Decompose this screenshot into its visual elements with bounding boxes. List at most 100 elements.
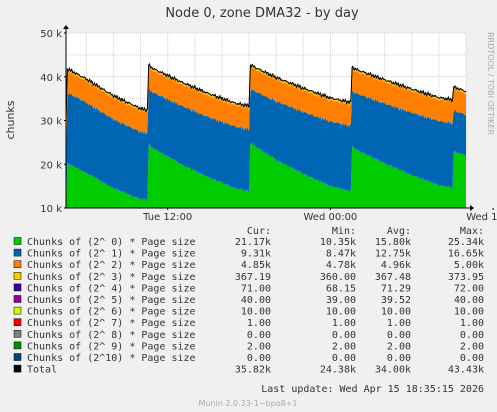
area-layer-1 <box>66 87 466 208</box>
legend-header-avg: Avg: <box>387 226 411 237</box>
legend-value-min: 2.00 <box>332 341 356 352</box>
legend-value-cur: 21.17k <box>235 237 271 248</box>
legend-value-avg: 12.75k <box>375 249 411 260</box>
legend-value-max: 10.00 <box>454 307 484 318</box>
legend-label: Chunks of (2^ 8) * Page size <box>27 330 196 341</box>
legend-label: Chunks of (2^ 3) * Page size <box>27 272 196 283</box>
legend-value-max: 16.65k <box>448 249 484 260</box>
legend-value-avg: 15.80k <box>375 237 411 248</box>
legend-label: Total <box>27 365 57 376</box>
legend-swatch <box>13 248 22 257</box>
legend-swatch <box>13 272 22 280</box>
legend-value-max: 40.00 <box>454 295 484 306</box>
legend-value-min: 0.00 <box>332 330 356 341</box>
legend-value-max: 0.00 <box>460 330 484 341</box>
legend-label: Chunks of (2^ 4) * Page size <box>27 283 196 294</box>
legend-value-cur: 0.00 <box>247 353 271 364</box>
legend-value-min: 39.00 <box>326 295 356 306</box>
legend-label: Chunks of (2^ 5) * Page size <box>27 295 196 306</box>
y-axis-label: chunks <box>4 100 17 139</box>
legend-value-min: 1.00 <box>332 318 356 329</box>
legend: Cur: Min: Avg: Max: Chunks of (2^ 0) * P… <box>13 226 484 376</box>
legend-value-max: 373.95 <box>448 272 484 283</box>
legend-swatch <box>13 306 22 315</box>
x-axis-arrow <box>470 205 474 211</box>
last-update: Last update: Wed Apr 15 18:35:15 2026 <box>261 384 484 395</box>
area-layer-0 <box>66 142 466 208</box>
legend-swatch <box>13 353 22 361</box>
legend-swatch <box>13 283 22 292</box>
legend-value-avg: 0.00 <box>387 330 411 341</box>
x-axis-ticks: Tue 12:00 Wed 00:00 Wed 12:00 <box>142 208 497 223</box>
legend-value-cur: 35.82k <box>235 365 271 376</box>
legend-header-max: Max: <box>460 226 484 237</box>
legend-value-max: 0.00 <box>460 353 484 364</box>
legend-value-cur: 10.00 <box>241 307 271 318</box>
legend-label: Chunks of (2^ 0) * Page size <box>27 237 196 248</box>
legend-value-avg: 39.52 <box>381 295 411 306</box>
legend-swatch <box>13 260 22 268</box>
legend-value-max: 72.00 <box>454 283 484 294</box>
legend-value-cur: 367.19 <box>235 272 271 283</box>
legend-value-avg: 0.00 <box>387 353 411 364</box>
legend-value-min: 10.00 <box>326 307 356 318</box>
legend-label: Chunks of (2^10) * Page size <box>27 353 196 364</box>
legend-value-avg: 4.96k <box>381 260 411 271</box>
legend-value-avg: 10.00 <box>381 307 411 318</box>
rrdtool-side-label: RRDTOOL / TOBI OETIKER <box>486 32 495 135</box>
legend-value-cur: 1.00 <box>247 318 271 329</box>
chart-title: Node 0, zone DMA32 - by day <box>165 6 359 21</box>
y-tick-label: 50 k <box>40 29 62 40</box>
legend-value-max: 5.00k <box>454 260 484 271</box>
legend-swatch <box>13 237 22 245</box>
legend-value-max: 1.00 <box>460 318 484 329</box>
legend-value-min: 24.38k <box>320 365 356 376</box>
x-tick-label: Tue 12:00 <box>142 212 192 223</box>
legend-swatch <box>13 295 22 303</box>
y-axis-ticks: 10 k 20 k 30 k 40 k 50 k <box>40 29 66 215</box>
legend-value-avg: 71.29 <box>381 283 411 294</box>
total-line <box>65 62 467 120</box>
legend-swatch <box>13 318 22 326</box>
legend-value-cur: 9.31k <box>241 249 271 260</box>
area-layer-2 <box>66 66 466 166</box>
legend-value-avg: 34.00k <box>375 365 411 376</box>
x-tick-label: Wed 00:00 <box>304 212 358 223</box>
legend-swatch <box>13 341 22 350</box>
legend-value-max: 43.43k <box>448 365 484 376</box>
legend-header-cur: Cur: <box>247 226 271 237</box>
legend-rows: Chunks of (2^ 0) * Page size 21.17k 10.35k… <box>13 237 484 376</box>
legend-header-min: Min: <box>332 226 356 237</box>
legend-value-min: 68.15 <box>326 283 356 294</box>
legend-label: Chunks of (2^ 7) * Page size <box>27 318 196 329</box>
legend-value-min: 360.00 <box>320 272 356 283</box>
legend-label: Chunks of (2^ 1) * Page size <box>27 249 196 260</box>
munin-footer: Munin 2.0.33-1~bpo8+1 <box>199 399 298 408</box>
legend-value-cur: 2.00 <box>247 341 271 352</box>
x-tick-label: Wed 12:00 <box>466 212 497 223</box>
legend-value-cur: 0.00 <box>247 330 271 341</box>
legend-value-min: 4.78k <box>326 260 356 271</box>
y-axis-arrow <box>63 25 69 29</box>
legend-value-max: 25.34k <box>448 237 484 248</box>
stacked-areas <box>65 62 467 208</box>
legend-value-max: 2.00 <box>460 341 484 352</box>
legend-label: Chunks of (2^ 9) * Page size <box>27 341 196 352</box>
legend-value-cur: 4.85k <box>241 260 271 271</box>
y-tick-label: 20 k <box>40 160 62 171</box>
legend-value-avg: 367.48 <box>375 272 411 283</box>
legend-swatch <box>13 330 22 338</box>
axes <box>63 25 474 211</box>
legend-value-avg: 2.00 <box>387 341 411 352</box>
legend-label: Chunks of (2^ 6) * Page size <box>27 307 196 318</box>
y-tick-label: 10 k <box>40 204 62 215</box>
y-tick-label: 30 k <box>40 117 62 128</box>
legend-value-cur: 71.00 <box>241 283 271 294</box>
legend-value-cur: 40.00 <box>241 295 271 306</box>
legend-value-avg: 1.00 <box>387 318 411 329</box>
y-tick-label: 40 k <box>40 73 62 84</box>
legend-value-min: 0.00 <box>332 353 356 364</box>
legend-value-min: 10.35k <box>320 237 356 248</box>
legend-label: Chunks of (2^ 2) * Page size <box>27 260 196 271</box>
